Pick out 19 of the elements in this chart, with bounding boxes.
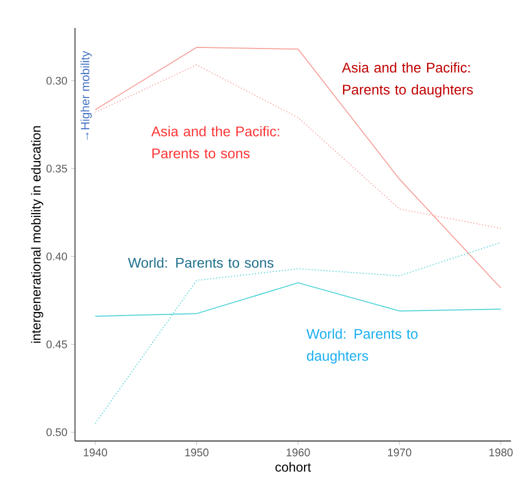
y-tick-label: 0.40	[46, 252, 68, 260]
x-tick-label: 1940	[84, 448, 108, 456]
y-tick-label: 0.30	[46, 76, 68, 85]
series-label: World: Parents to sons	[128, 257, 274, 268]
x-tick-label: 1970	[388, 448, 412, 456]
series-label: Asia and the Pacific: Parents to daughters	[342, 62, 473, 98]
line-series	[94, 46, 502, 289]
x-axis-title: cohort	[275, 462, 311, 472]
y-tick-label: 0.45	[46, 340, 67, 348]
y-axis-title: intergenerational mobility in education	[31, 126, 44, 343]
x-tick-label: 1950	[185, 448, 208, 456]
line-series	[94, 242, 502, 424]
y-tick-label: 0.50	[46, 428, 68, 436]
y-tick-label: 0.35	[46, 164, 67, 172]
series-label: Asia and the Pacific: Parents to sons	[151, 126, 280, 158]
series-label: World: Parents to daughters	[306, 328, 418, 364]
x-tick-label: 1960	[286, 448, 310, 456]
x-tick-label: 1980	[489, 448, 513, 456]
annotation: →Higher mobility	[80, 50, 92, 140]
